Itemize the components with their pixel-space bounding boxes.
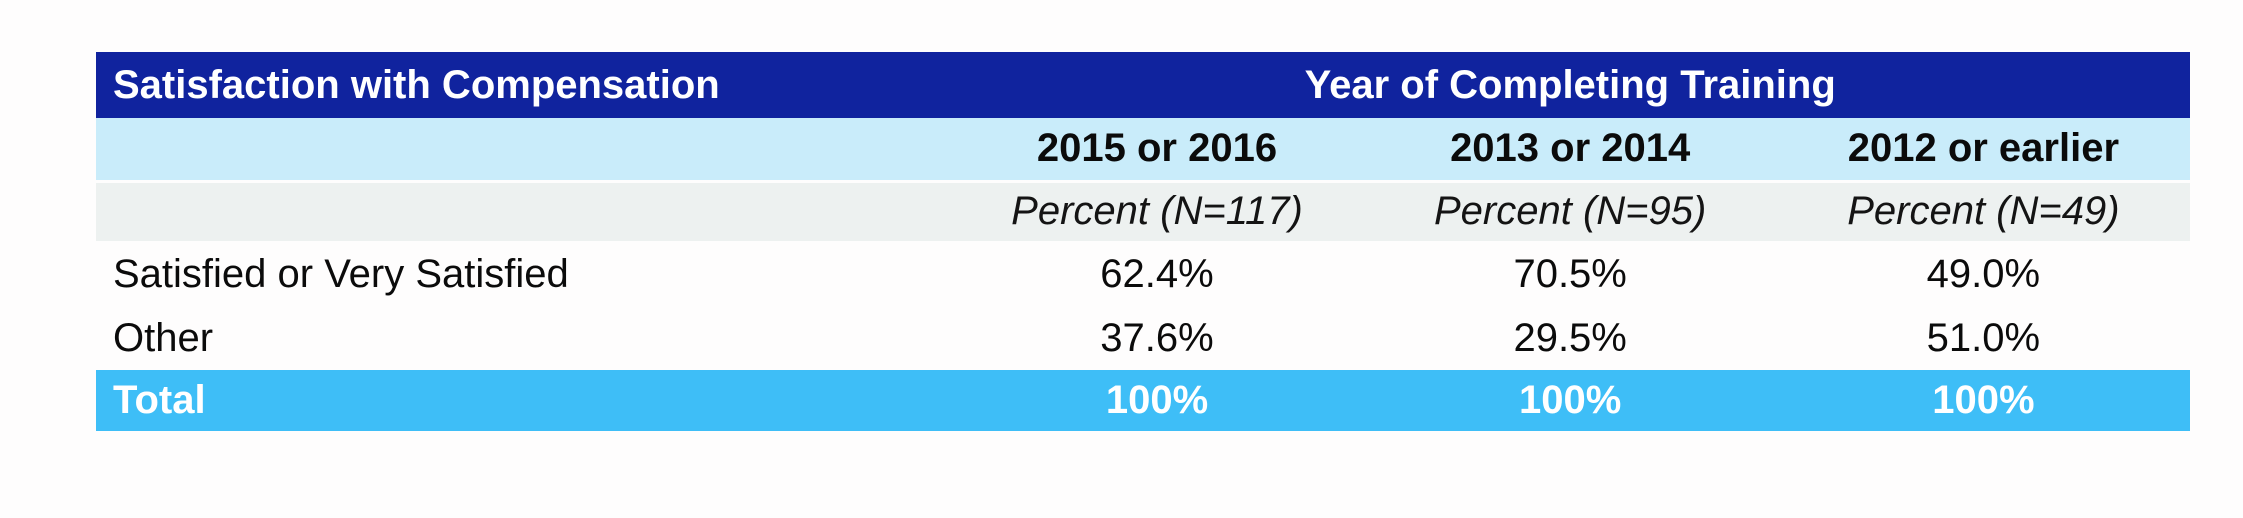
cell-value: 37.6%	[1100, 315, 1214, 360]
column-group-header: Year of Completing Training	[1304, 62, 1836, 107]
percent-n-header: Percent (N=117)	[1011, 189, 1303, 233]
empty-cell	[96, 118, 950, 181]
table-row-satisfied: Satisfied or Very Satisfied 62.4% 70.5% …	[96, 242, 2190, 306]
total-row-label: Total	[113, 378, 206, 422]
percent-n-row: Percent (N=117) Percent (N=95) Percent (…	[96, 181, 2190, 242]
row-label: Satisfied or Very Satisfied	[113, 252, 569, 297]
table-row-other: Other 37.6% 29.5% 51.0%	[96, 306, 2190, 370]
year-column-header: 2015 or 2016	[1036, 126, 1278, 171]
total-cell-value: 100%	[1519, 378, 1622, 422]
year-column-header: 2013 or 2014	[1450, 126, 1691, 171]
cell-value: 29.5%	[1513, 315, 1627, 360]
percent-n-header: Percent (N=95)	[1434, 189, 1707, 233]
year-columns-row: 2015 or 2016 2013 or 2014 2012 or earlie…	[96, 118, 2190, 181]
cell-value: 62.4%	[1100, 252, 1214, 297]
percent-n-header: Percent (N=49)	[1847, 189, 2120, 233]
satisfaction-compensation-table: Satisfaction with Compensation Year of C…	[96, 52, 2190, 431]
cell-value: 70.5%	[1513, 252, 1627, 297]
empty-cell	[96, 181, 950, 242]
row-label: Other	[113, 315, 214, 360]
cell-value: 51.0%	[1926, 315, 2041, 360]
total-cell-value: 100%	[1932, 378, 2035, 422]
table-row-total: Total 100% 100% 100%	[96, 370, 2190, 431]
cell-value: 49.0%	[1926, 252, 2041, 297]
table-header-row: Satisfaction with Compensation Year of C…	[96, 52, 2190, 118]
total-cell-value: 100%	[1105, 378, 1209, 422]
year-column-header: 2012 or earlier	[1847, 126, 2120, 171]
row-dimension-header: Satisfaction with Compensation	[113, 62, 720, 107]
